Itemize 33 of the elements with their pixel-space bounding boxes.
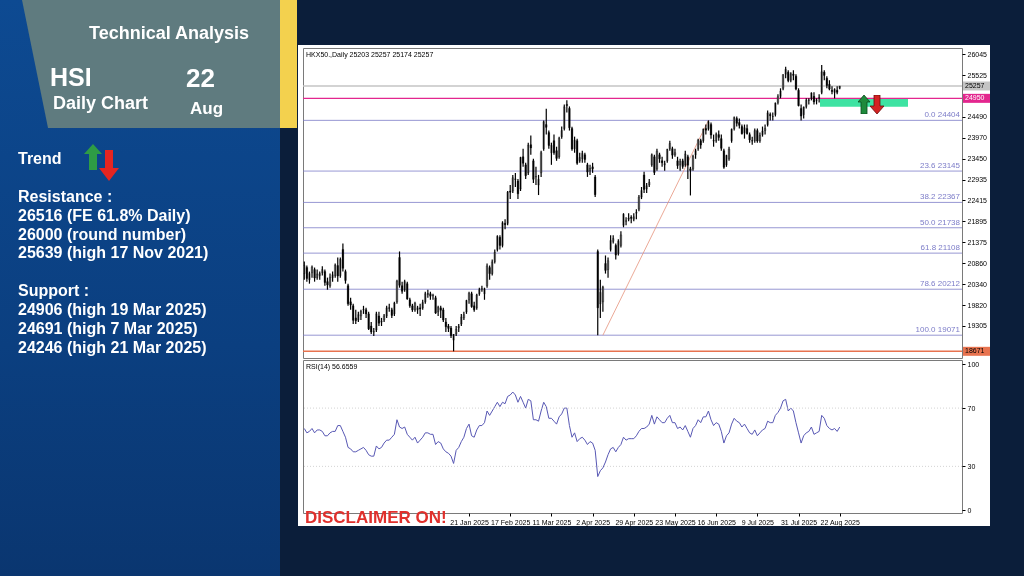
text: 25639 (high 17 Nov 2021) <box>18 244 209 262</box>
candlestick <box>625 216 628 226</box>
text: 26000 (round number) <box>18 225 187 243</box>
ref-line-label: 23.6 23145 <box>919 161 961 171</box>
text: Daily Chart <box>53 93 149 113</box>
candlestick <box>501 220 504 249</box>
candlestick <box>818 93 821 103</box>
text: 24906 (high 19 Mar 2025) <box>18 301 207 318</box>
text: 24246 (high 21 Mar 2025) <box>18 338 207 356</box>
ref-line-label: 78.6 20212 <box>919 279 961 289</box>
ref-line-label: 38.2 22367 <box>919 192 961 202</box>
ref-line-label: 0.0 24404 <box>924 110 961 120</box>
candlestick <box>596 248 599 336</box>
ref-line-label: 61.8 21108 <box>920 243 961 253</box>
text: 24691 (high 7 Mar 2025) <box>18 319 198 337</box>
candlestick <box>594 174 597 198</box>
ref-line-label: 50.0 21738 <box>919 217 961 227</box>
text: Resistance : <box>18 188 113 205</box>
text: Trend <box>18 150 62 167</box>
candlestick <box>622 212 625 228</box>
candlestick <box>676 156 679 170</box>
text: Support : <box>18 282 90 300</box>
text: Technical Analysis <box>89 23 250 43</box>
candlestick <box>483 287 486 301</box>
ref-line-label: 100.0 19071 <box>915 325 961 335</box>
candlestick <box>743 123 746 140</box>
text: 26516 (FE 61.8% Daily) <box>18 206 191 224</box>
text: Aug <box>190 99 224 118</box>
text: 22 <box>186 63 215 93</box>
line-series <box>303 391 841 478</box>
annotation: DISCLAIMER ON! <box>305 508 447 527</box>
text: HSI <box>50 63 92 91</box>
candlestick <box>308 270 311 285</box>
